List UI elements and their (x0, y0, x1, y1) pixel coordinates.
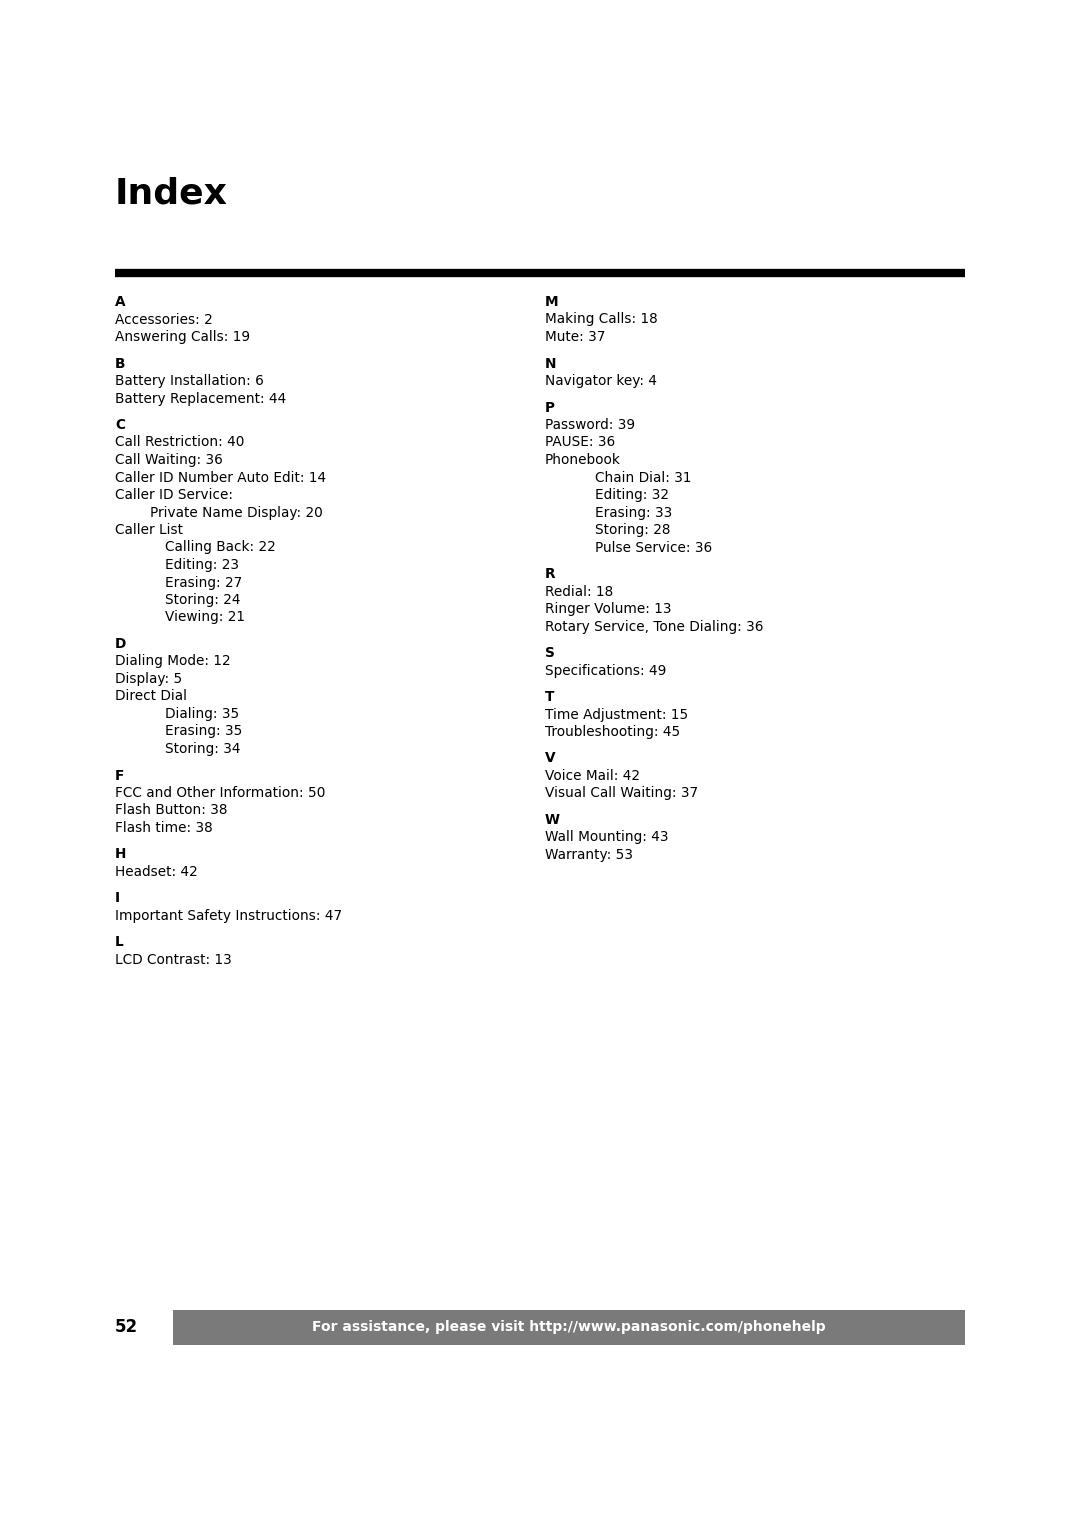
Text: C: C (114, 419, 125, 432)
Text: B: B (114, 356, 125, 370)
Text: Important Safety Instructions: 47: Important Safety Instructions: 47 (114, 909, 342, 923)
Text: Pulse Service: 36: Pulse Service: 36 (595, 541, 712, 555)
Text: A: A (114, 295, 125, 309)
Text: Display: 5: Display: 5 (114, 672, 183, 686)
Text: Calling Back: 22: Calling Back: 22 (165, 541, 275, 555)
Text: D: D (114, 637, 126, 651)
Text: Caller ID Service:: Caller ID Service: (114, 487, 233, 503)
Text: Caller ID Number Auto Edit: 14: Caller ID Number Auto Edit: 14 (114, 471, 326, 484)
Text: Wall Mounting: 43: Wall Mounting: 43 (545, 831, 669, 845)
Text: Chain Dial: 31: Chain Dial: 31 (595, 471, 691, 484)
Text: Navigator key: 4: Navigator key: 4 (545, 374, 657, 388)
Text: Answering Calls: 19: Answering Calls: 19 (114, 330, 251, 344)
Text: Time Adjustment: 15: Time Adjustment: 15 (545, 707, 688, 721)
Text: N: N (545, 356, 556, 370)
Text: Headset: 42: Headset: 42 (114, 865, 198, 879)
Text: Ringer Volume: 13: Ringer Volume: 13 (545, 602, 672, 616)
Text: Erasing: 27: Erasing: 27 (165, 576, 242, 590)
Text: H: H (114, 848, 126, 862)
Text: Erasing: 35: Erasing: 35 (165, 724, 242, 738)
Text: Redial: 18: Redial: 18 (545, 585, 613, 599)
Text: Viewing: 21: Viewing: 21 (165, 611, 245, 625)
Text: R: R (545, 567, 555, 581)
Text: Voice Mail: 42: Voice Mail: 42 (545, 769, 640, 782)
Text: Making Calls: 18: Making Calls: 18 (545, 313, 658, 327)
Text: Direct Dial: Direct Dial (114, 689, 187, 703)
Text: Editing: 32: Editing: 32 (595, 487, 669, 503)
Text: Troubleshooting: 45: Troubleshooting: 45 (545, 724, 680, 740)
Text: FCC and Other Information: 50: FCC and Other Information: 50 (114, 785, 325, 801)
Text: L: L (114, 935, 123, 949)
Text: Rotary Service, Tone Dialing: 36: Rotary Service, Tone Dialing: 36 (545, 619, 764, 634)
Text: Dialing: 35: Dialing: 35 (165, 707, 240, 721)
Text: PAUSE: 36: PAUSE: 36 (545, 435, 616, 449)
Text: Call Waiting: 36: Call Waiting: 36 (114, 452, 222, 468)
Text: Battery Replacement: 44: Battery Replacement: 44 (114, 391, 286, 405)
Text: Mute: 37: Mute: 37 (545, 330, 606, 344)
Text: P: P (545, 400, 555, 414)
Text: F: F (114, 769, 124, 782)
Text: Index: Index (114, 176, 228, 209)
Text: Private Name Display: 20: Private Name Display: 20 (150, 506, 323, 520)
Text: Battery Installation: 6: Battery Installation: 6 (114, 374, 264, 388)
Text: Caller List: Caller List (114, 523, 183, 536)
Text: Visual Call Waiting: 37: Visual Call Waiting: 37 (545, 787, 698, 801)
Text: Storing: 34: Storing: 34 (165, 743, 241, 756)
Text: Warranty: 53: Warranty: 53 (545, 848, 633, 862)
Text: 52: 52 (114, 1319, 138, 1337)
Text: W: W (545, 813, 561, 827)
Text: Editing: 23: Editing: 23 (165, 558, 239, 571)
Text: Phonebook: Phonebook (545, 452, 621, 468)
Text: Password: 39: Password: 39 (545, 419, 635, 432)
Text: V: V (545, 752, 555, 766)
Text: Storing: 24: Storing: 24 (165, 593, 241, 607)
Text: Erasing: 33: Erasing: 33 (595, 506, 672, 520)
Text: Flash time: 38: Flash time: 38 (114, 821, 213, 834)
Text: T: T (545, 691, 554, 704)
Text: Accessories: 2: Accessories: 2 (114, 313, 213, 327)
Text: Flash Button: 38: Flash Button: 38 (114, 804, 228, 817)
Text: I: I (114, 891, 120, 906)
Bar (173, 1309, 966, 1345)
Text: For assistance, please visit http://www.panasonic.com/phonehelp: For assistance, please visit http://www.… (312, 1320, 826, 1334)
Text: M: M (545, 295, 558, 309)
Text: LCD Contrast: 13: LCD Contrast: 13 (114, 953, 232, 967)
Text: Call Restriction: 40: Call Restriction: 40 (114, 435, 244, 449)
Text: Storing: 28: Storing: 28 (595, 523, 671, 536)
Text: Dialing Mode: 12: Dialing Mode: 12 (114, 654, 231, 669)
Text: Specifications: 49: Specifications: 49 (545, 663, 666, 677)
Text: S: S (545, 646, 555, 660)
